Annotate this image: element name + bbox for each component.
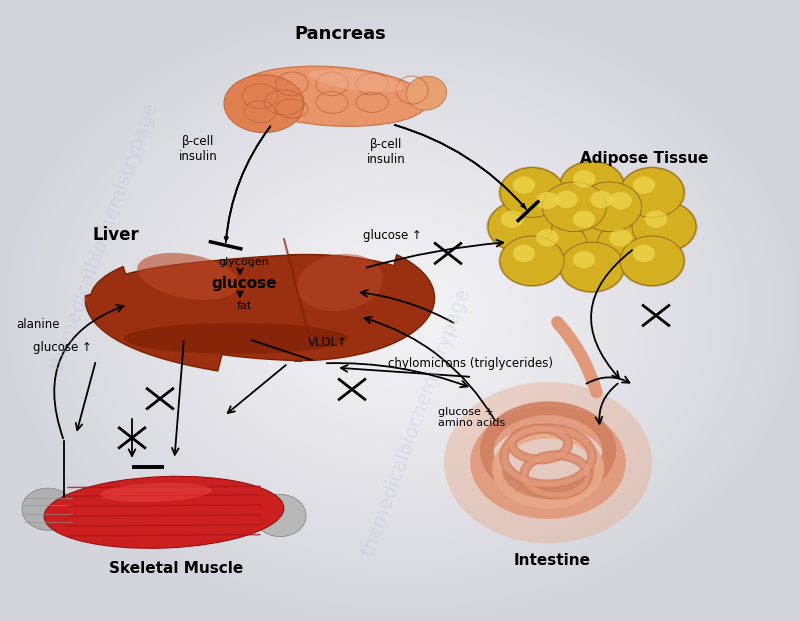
Circle shape — [523, 220, 587, 270]
Circle shape — [500, 168, 564, 217]
Circle shape — [486, 201, 554, 253]
Text: Intestine: Intestine — [514, 553, 590, 568]
Text: Liver: Liver — [93, 226, 139, 243]
Ellipse shape — [100, 483, 212, 502]
Circle shape — [560, 202, 624, 252]
Circle shape — [536, 192, 558, 209]
Circle shape — [501, 211, 523, 228]
Circle shape — [630, 201, 698, 253]
Text: themedicalbiochemistrypage: themedicalbiochemistrypage — [46, 99, 162, 373]
Ellipse shape — [236, 66, 428, 126]
Circle shape — [573, 170, 595, 188]
Circle shape — [576, 181, 643, 233]
Circle shape — [558, 201, 626, 253]
Circle shape — [620, 236, 684, 286]
Circle shape — [590, 191, 613, 208]
Circle shape — [522, 182, 589, 234]
Text: glucose: glucose — [211, 276, 277, 291]
Circle shape — [633, 176, 655, 194]
Text: glucose ↑: glucose ↑ — [33, 342, 92, 354]
Circle shape — [536, 229, 558, 247]
Circle shape — [542, 182, 606, 232]
Text: fat: fat — [236, 301, 252, 311]
Circle shape — [560, 161, 624, 211]
Circle shape — [513, 245, 535, 262]
Text: Adipose Tissue: Adipose Tissue — [580, 151, 708, 166]
Ellipse shape — [297, 254, 383, 311]
Text: Pancreas: Pancreas — [294, 25, 386, 43]
Ellipse shape — [22, 488, 74, 530]
Ellipse shape — [444, 382, 652, 543]
Ellipse shape — [309, 70, 403, 92]
Text: β-cell
insulin: β-cell insulin — [367, 138, 406, 166]
Circle shape — [632, 202, 696, 252]
Circle shape — [597, 183, 661, 233]
Circle shape — [610, 192, 632, 209]
Text: alanine: alanine — [17, 318, 60, 330]
Ellipse shape — [406, 76, 446, 110]
Circle shape — [610, 229, 632, 247]
Circle shape — [618, 166, 686, 219]
Circle shape — [578, 182, 642, 232]
Text: glucose +
amino acids: glucose + amino acids — [438, 407, 506, 428]
Circle shape — [555, 191, 578, 208]
Circle shape — [633, 245, 655, 262]
Text: glucose ↑: glucose ↑ — [362, 230, 422, 242]
Text: VLDL↑: VLDL↑ — [308, 337, 348, 349]
Circle shape — [558, 160, 626, 212]
Ellipse shape — [138, 253, 238, 300]
Ellipse shape — [254, 494, 306, 537]
Circle shape — [541, 181, 608, 233]
Ellipse shape — [124, 323, 348, 354]
Circle shape — [595, 219, 662, 271]
Circle shape — [498, 166, 566, 219]
Ellipse shape — [224, 75, 304, 133]
Circle shape — [498, 235, 566, 287]
Circle shape — [597, 220, 661, 270]
Text: Skeletal Muscle: Skeletal Muscle — [109, 561, 243, 576]
Polygon shape — [86, 255, 434, 371]
Circle shape — [573, 211, 595, 228]
Circle shape — [645, 211, 667, 228]
Circle shape — [560, 242, 624, 292]
Text: glycogen: glycogen — [218, 257, 270, 267]
Circle shape — [488, 202, 552, 252]
Circle shape — [595, 182, 662, 234]
Text: β-cell
insulin: β-cell insulin — [179, 135, 218, 163]
Text: themedicalbiochemistrypage: themedicalbiochemistrypage — [358, 286, 474, 559]
Text: chylomicrons (triglycerides): chylomicrons (triglycerides) — [388, 357, 553, 369]
Circle shape — [618, 235, 686, 287]
Circle shape — [523, 183, 587, 233]
Circle shape — [500, 236, 564, 286]
Ellipse shape — [44, 476, 284, 548]
Circle shape — [573, 251, 595, 268]
Circle shape — [620, 168, 684, 217]
Circle shape — [513, 176, 535, 194]
Circle shape — [558, 241, 626, 293]
Circle shape — [522, 219, 589, 271]
